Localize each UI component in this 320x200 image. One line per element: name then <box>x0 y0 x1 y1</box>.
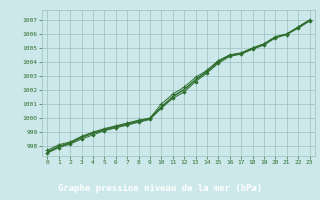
Text: Graphe pression niveau de la mer (hPa): Graphe pression niveau de la mer (hPa) <box>58 184 262 193</box>
